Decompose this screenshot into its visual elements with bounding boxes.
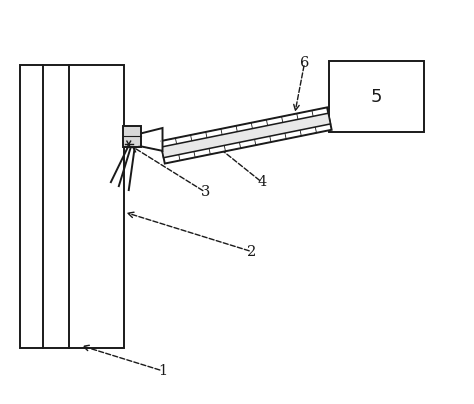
Text: 2: 2 [247,245,256,259]
Polygon shape [162,113,330,158]
Text: 4: 4 [257,175,266,189]
Bar [19,65,124,348]
Text: 1: 1 [158,364,167,378]
Text: 6: 6 [300,56,309,70]
Text: 5: 5 [371,88,383,106]
Text: 3: 3 [201,185,210,199]
Bar [123,126,141,147]
Polygon shape [160,107,332,164]
Polygon shape [139,128,163,151]
Bar [329,61,424,133]
